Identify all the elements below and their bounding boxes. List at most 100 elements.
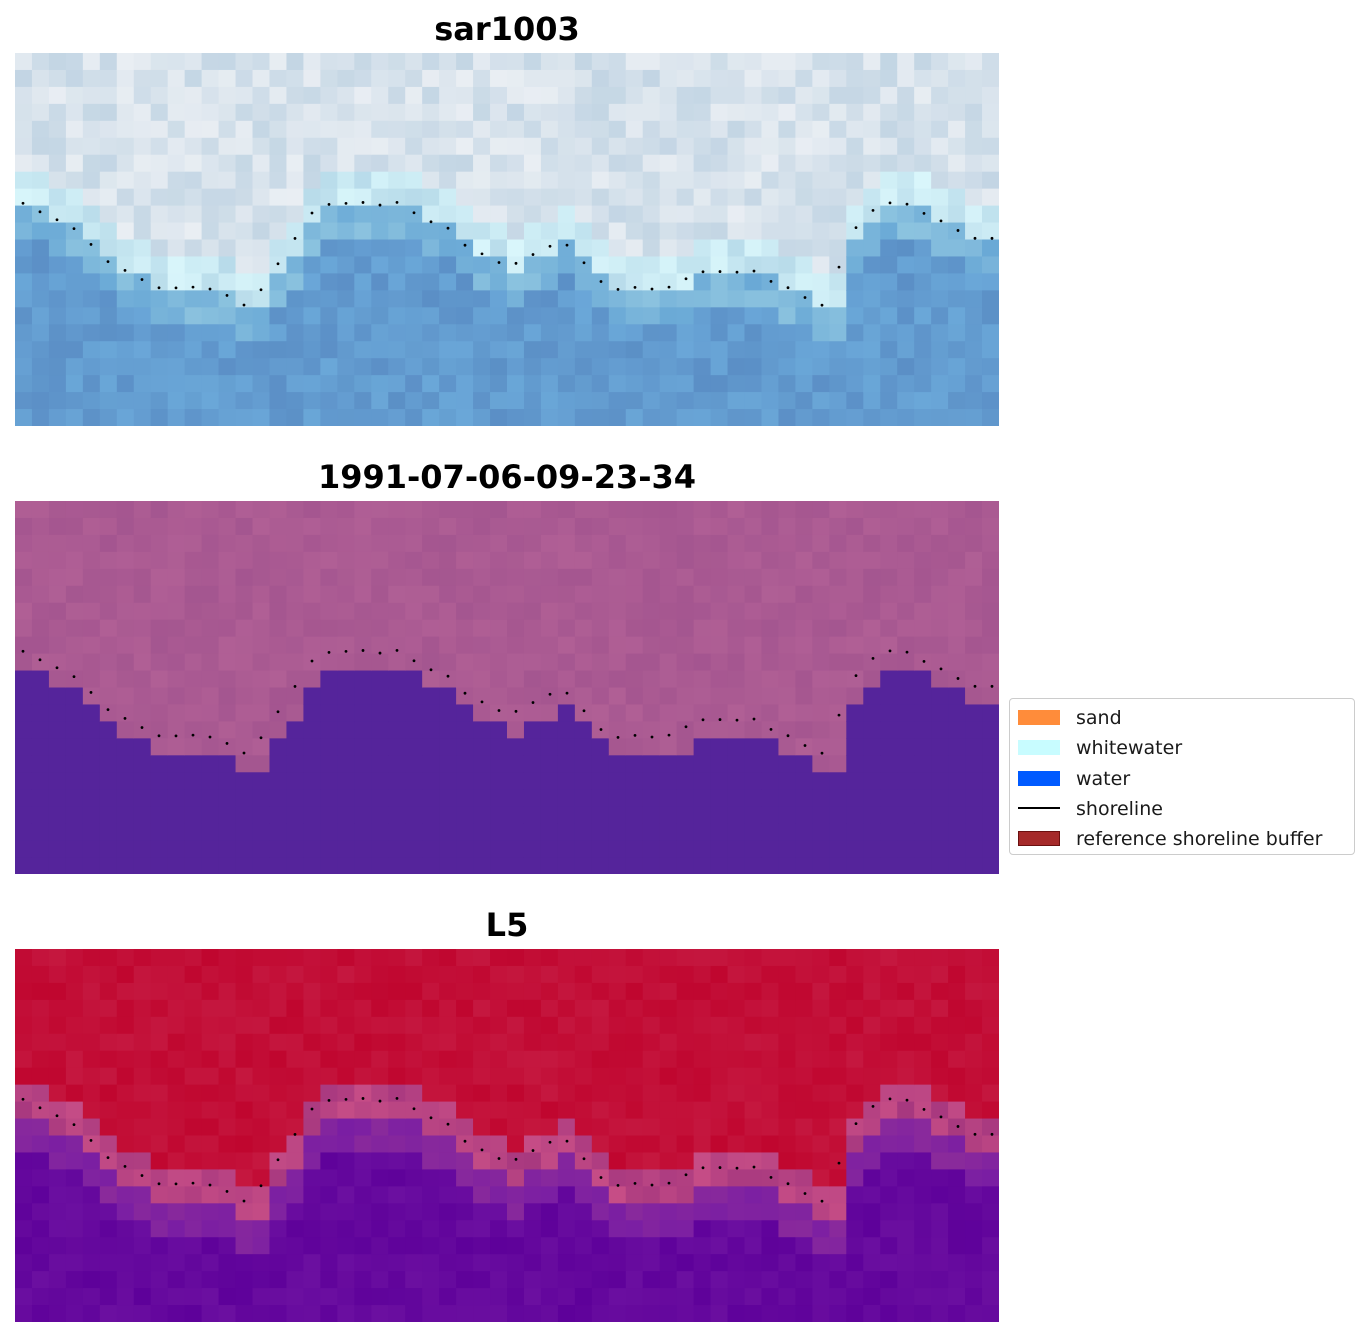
pixel bbox=[473, 171, 491, 190]
pixel bbox=[727, 857, 746, 874]
pixel bbox=[65, 965, 84, 984]
pixel bbox=[286, 120, 305, 139]
pixel bbox=[218, 1305, 237, 1322]
pixel bbox=[490, 755, 508, 773]
pixel bbox=[456, 517, 474, 536]
pixel bbox=[82, 290, 101, 308]
pixel bbox=[795, 687, 813, 706]
pixel bbox=[201, 755, 220, 773]
pixel bbox=[897, 738, 915, 756]
pixel bbox=[99, 392, 118, 410]
pixel bbox=[880, 789, 898, 807]
pixel bbox=[931, 1067, 949, 1086]
pixel bbox=[608, 789, 627, 807]
pixel bbox=[812, 585, 830, 604]
pixel bbox=[676, 171, 695, 190]
pixel bbox=[659, 687, 678, 706]
pixel bbox=[982, 375, 999, 393]
pixel bbox=[303, 1050, 321, 1069]
pixel bbox=[116, 1203, 135, 1221]
shoreline-point bbox=[854, 226, 858, 229]
pixel bbox=[863, 375, 881, 393]
pixel bbox=[931, 53, 949, 71]
pixel bbox=[931, 704, 949, 723]
pixel bbox=[456, 341, 474, 359]
pixel bbox=[591, 501, 610, 519]
pixel bbox=[693, 375, 712, 393]
pixel bbox=[490, 358, 508, 376]
shoreline-point bbox=[803, 1192, 807, 1195]
pixel bbox=[659, 375, 678, 393]
pixel bbox=[116, 823, 135, 841]
pixel bbox=[676, 222, 695, 241]
pixel bbox=[133, 1288, 152, 1306]
pixel bbox=[557, 1101, 576, 1120]
pixel bbox=[15, 1050, 33, 1069]
pixel bbox=[150, 1186, 169, 1204]
pixel bbox=[99, 840, 118, 858]
shoreline-point bbox=[344, 650, 348, 653]
pixel bbox=[473, 721, 491, 739]
pixel bbox=[286, 171, 305, 190]
pixel bbox=[320, 1169, 338, 1187]
pixel bbox=[15, 103, 33, 122]
pixel bbox=[371, 687, 389, 706]
pixel bbox=[235, 585, 254, 604]
pixel bbox=[48, 392, 67, 410]
pixel bbox=[795, 1271, 813, 1289]
pixel bbox=[676, 1186, 695, 1204]
shoreline-point bbox=[412, 659, 416, 663]
pixel bbox=[201, 670, 220, 689]
pixel bbox=[761, 602, 780, 621]
pixel bbox=[82, 1067, 101, 1086]
pixel bbox=[490, 704, 508, 723]
pixel bbox=[948, 738, 966, 756]
pixel bbox=[371, 188, 389, 207]
pixel bbox=[31, 86, 50, 105]
pixel bbox=[863, 999, 881, 1018]
pixel bbox=[507, 1203, 525, 1221]
pixel bbox=[982, 857, 999, 874]
pixel bbox=[761, 1152, 780, 1171]
pixel bbox=[948, 704, 966, 723]
pixel bbox=[269, 103, 288, 122]
pixel bbox=[880, 222, 898, 241]
pixel bbox=[897, 1237, 915, 1255]
pixel bbox=[31, 1186, 50, 1204]
pixel bbox=[99, 1237, 118, 1255]
pixel bbox=[727, 1237, 746, 1255]
pixel bbox=[778, 789, 797, 807]
pixel bbox=[388, 409, 406, 426]
pixel bbox=[507, 653, 525, 672]
pixel bbox=[456, 171, 474, 190]
pixel bbox=[965, 1254, 983, 1272]
pixel bbox=[31, 619, 50, 638]
pixel bbox=[235, 409, 254, 426]
pixel bbox=[625, 324, 644, 342]
pixel bbox=[490, 341, 508, 359]
pixel bbox=[15, 949, 33, 967]
pixel bbox=[337, 501, 355, 519]
pixel bbox=[761, 1186, 780, 1204]
pixel bbox=[778, 1220, 797, 1238]
pixel bbox=[371, 69, 389, 88]
pixel bbox=[795, 239, 813, 258]
pixel bbox=[642, 239, 661, 258]
pixel bbox=[65, 585, 84, 604]
pixel bbox=[31, 1305, 50, 1322]
pixel bbox=[371, 551, 389, 570]
pixel bbox=[710, 324, 729, 342]
pixel bbox=[65, 551, 84, 570]
pixel bbox=[422, 721, 440, 739]
pixel bbox=[761, 1288, 780, 1306]
pixel bbox=[15, 1016, 33, 1035]
pixel bbox=[422, 137, 440, 156]
pixel bbox=[540, 823, 559, 841]
pixel bbox=[948, 1050, 966, 1069]
pixel bbox=[116, 602, 135, 621]
pixel bbox=[659, 341, 678, 359]
pixel bbox=[320, 534, 338, 553]
pixel bbox=[574, 290, 593, 308]
pixel bbox=[557, 1237, 576, 1255]
pixel bbox=[642, 1033, 661, 1052]
